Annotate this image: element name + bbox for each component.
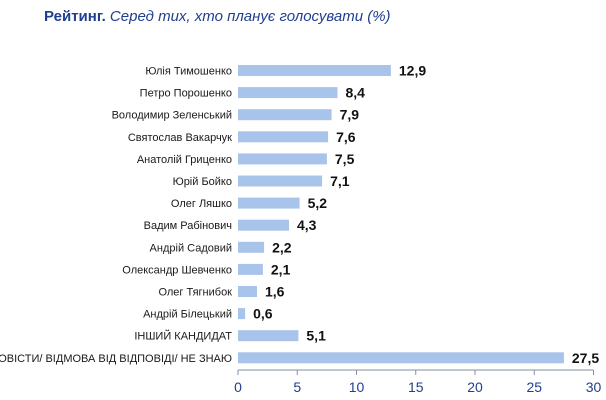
bar bbox=[238, 330, 299, 342]
x-tick-label: 25 bbox=[526, 379, 542, 395]
bar bbox=[238, 153, 327, 165]
category-label: Андрій Садовий bbox=[150, 242, 232, 254]
data-label: 5,2 bbox=[308, 195, 328, 211]
category-label: Юрій Бойко bbox=[173, 176, 232, 188]
x-tick-label: 30 bbox=[586, 379, 602, 395]
data-label: 7,5 bbox=[335, 151, 355, 167]
data-label: 0,6 bbox=[253, 306, 273, 322]
data-label: 4,3 bbox=[297, 217, 317, 233]
x-tick-label: 20 bbox=[467, 379, 483, 395]
data-label: 7,6 bbox=[336, 129, 356, 145]
data-label: 27,5 bbox=[572, 350, 599, 366]
bar bbox=[238, 352, 564, 364]
data-label: 1,6 bbox=[265, 284, 285, 300]
bar bbox=[238, 197, 300, 209]
x-tick-label: 0 bbox=[234, 379, 242, 395]
category-label: Вадим Рабінович bbox=[144, 220, 232, 232]
category-label: Анатолій Гриценко bbox=[137, 154, 232, 166]
bar bbox=[238, 308, 246, 320]
bar bbox=[238, 263, 263, 275]
category-label: Олег Тягнибок bbox=[158, 287, 232, 299]
bar bbox=[238, 87, 338, 99]
data-label: 2,1 bbox=[271, 261, 291, 277]
data-label: 8,4 bbox=[346, 85, 366, 101]
data-label: 5,1 bbox=[306, 328, 326, 344]
category-label: Володимир Зеленський bbox=[112, 110, 232, 122]
data-label: 7,1 bbox=[330, 173, 350, 189]
category-label: Святослав Вакарчук bbox=[128, 132, 232, 144]
data-label: 12,9 bbox=[399, 63, 426, 79]
data-label: 2,2 bbox=[272, 239, 292, 255]
bar bbox=[238, 286, 257, 297]
x-tick-label: 5 bbox=[293, 379, 301, 395]
category-label: Олександр Шевченко bbox=[122, 264, 232, 276]
bar bbox=[238, 131, 329, 143]
x-tick-label: 10 bbox=[349, 379, 365, 395]
category-label: ВАЖКО ВІДПОВІСТИ/ ВІДМОВА ВІД ВІДПОВІДІ/… bbox=[0, 353, 232, 365]
category-label: Андрій Білецький bbox=[143, 309, 232, 321]
bar bbox=[238, 175, 323, 187]
bar bbox=[238, 65, 391, 76]
chart-title-italic: Серед тих, хто планує голосувати (%) bbox=[109, 8, 391, 25]
data-label: 7,9 bbox=[340, 107, 360, 123]
bar bbox=[238, 109, 332, 121]
chart-title: Рейтинг. Серед тих, хто планує голосуват… bbox=[44, 8, 391, 25]
bar bbox=[238, 219, 289, 231]
x-tick-label: 15 bbox=[408, 379, 424, 395]
category-label: ІНШИЙ КАНДИДАТ bbox=[134, 330, 232, 343]
bar bbox=[238, 241, 265, 253]
category-label: Олег Ляшко bbox=[171, 198, 232, 210]
category-label: Петро Порошенко bbox=[140, 88, 232, 100]
chart-title-bold: Рейтинг. bbox=[44, 8, 106, 25]
category-label: Юлія Тимошенко bbox=[145, 66, 232, 78]
